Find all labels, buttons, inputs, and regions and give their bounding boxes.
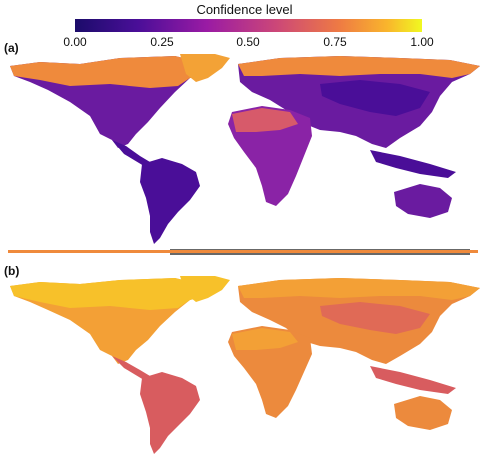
tick-label: 0.25: [150, 35, 174, 49]
asia-north: [238, 56, 480, 78]
asia-central: [320, 80, 430, 116]
world-map-a: [8, 54, 480, 255]
panel-label-b: (b): [4, 264, 20, 278]
tick-label: 0.75: [323, 35, 347, 49]
central-america: [112, 140, 150, 166]
tick-label: 1.00: [410, 35, 434, 49]
central-america: [112, 356, 150, 380]
north-america-north: [10, 278, 215, 310]
sahara: [232, 328, 298, 350]
southeast-asia-islands: [370, 366, 456, 394]
greenland: [180, 276, 230, 302]
legend-title: Confidence level: [196, 2, 293, 17]
asia-central: [320, 302, 430, 334]
world-map-b: [10, 276, 480, 454]
australia: [394, 184, 452, 218]
australia: [394, 396, 452, 430]
southeast-asia-islands: [370, 150, 456, 178]
south-america: [140, 372, 200, 454]
colorbar: [75, 19, 422, 32]
tick-label: 0.00: [63, 35, 87, 49]
north-america-north: [10, 56, 215, 88]
tick-label: 0.50: [236, 35, 260, 49]
landmasses-b: [10, 276, 480, 454]
colorbar-ticks: 0.00 0.25 0.50 0.75 1.00: [0, 33, 489, 51]
sahara: [232, 108, 298, 132]
asia-north: [238, 278, 480, 300]
south-america: [140, 158, 200, 244]
landmasses-a: [8, 54, 480, 255]
panel-label-a: (a): [4, 41, 19, 55]
greenland: [180, 54, 230, 82]
antarctica-edge: [8, 250, 478, 253]
